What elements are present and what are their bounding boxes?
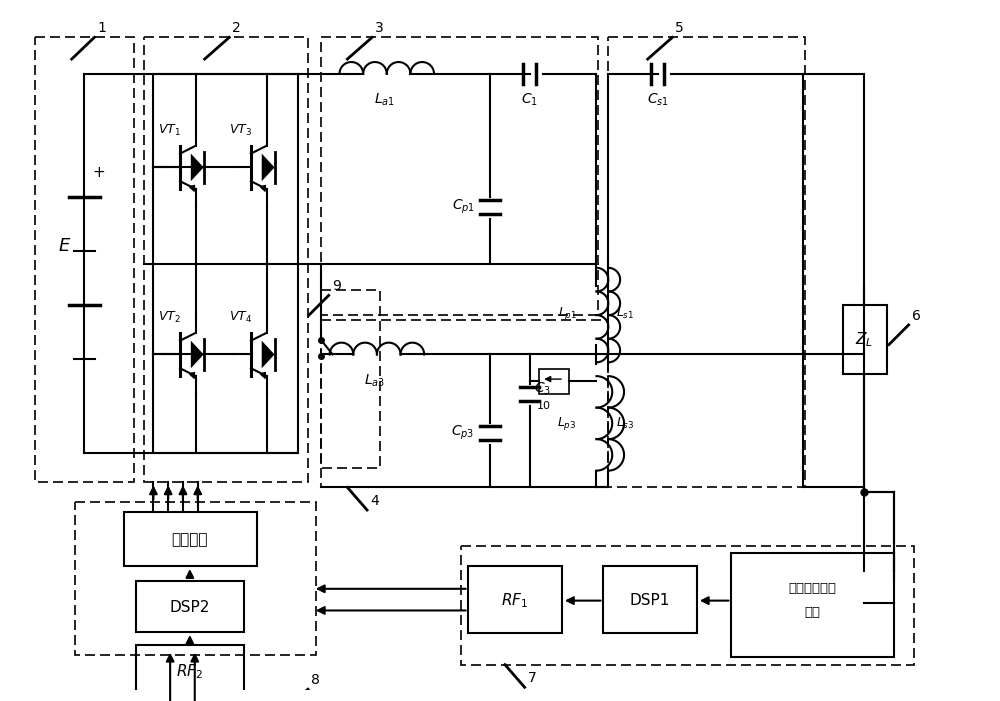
Polygon shape [191, 154, 204, 181]
Bar [321, 37, 598, 315]
Bar [539, 369, 569, 394]
Text: 1: 1 [97, 22, 106, 36]
Text: $RF_2$: $RF_2$ [176, 662, 203, 681]
Text: $C_{p1}$: $C_{p1}$ [452, 198, 475, 216]
Text: $VT_3$: $VT_3$ [229, 123, 252, 138]
Text: $C_1$: $C_1$ [521, 92, 538, 108]
Text: 9: 9 [332, 280, 341, 294]
Text: $L_{s1}$: $L_{s1}$ [616, 306, 634, 320]
Text: $L_{a1}$: $L_{a1}$ [374, 92, 395, 108]
Bar [35, 37, 134, 482]
Text: $VT_1$: $VT_1$ [158, 123, 181, 138]
Text: 电压电流检测: 电压电流检测 [788, 583, 836, 595]
Bar [124, 512, 257, 566]
Text: 4: 4 [370, 494, 379, 508]
Text: 5: 5 [675, 22, 684, 36]
Bar [468, 566, 562, 633]
Text: $L_{p3}$: $L_{p3}$ [557, 415, 577, 432]
Text: $L_{s3}$: $L_{s3}$ [616, 416, 635, 431]
Text: $Z_L$: $Z_L$ [855, 330, 873, 349]
Bar [144, 37, 308, 482]
Bar [321, 320, 608, 487]
Text: $VT_4$: $VT_4$ [229, 310, 252, 325]
Text: 7: 7 [528, 672, 536, 686]
Text: 电路: 电路 [804, 606, 820, 619]
Text: DSP2: DSP2 [170, 600, 210, 615]
Text: $C_{s1}$: $C_{s1}$ [647, 92, 669, 108]
Text: $L_{p1}$: $L_{p1}$ [558, 305, 577, 322]
Bar [843, 305, 887, 374]
Text: DSP1: DSP1 [629, 593, 670, 608]
Text: $VT_2$: $VT_2$ [158, 310, 181, 325]
Text: 8: 8 [311, 673, 320, 687]
Text: $C_{p3}$: $C_{p3}$ [451, 424, 474, 442]
Text: $RF_1$: $RF_1$ [501, 591, 528, 610]
Text: 3: 3 [375, 22, 384, 36]
Text: $L_{a3}$: $L_{a3}$ [364, 372, 385, 388]
Bar [136, 645, 244, 696]
Bar [321, 290, 380, 468]
Text: 驱动电路: 驱动电路 [172, 532, 208, 547]
Polygon shape [191, 341, 204, 368]
Text: $C_3$: $C_3$ [534, 381, 552, 397]
Bar [731, 553, 894, 657]
Bar [153, 74, 298, 453]
Text: +: + [92, 165, 105, 180]
Bar [136, 581, 244, 632]
Text: 2: 2 [232, 22, 241, 36]
Bar [75, 502, 316, 655]
Bar [461, 547, 914, 665]
Bar [608, 37, 805, 487]
Bar [603, 566, 697, 633]
Text: 6: 6 [912, 309, 920, 323]
Text: $E$: $E$ [58, 237, 71, 255]
Polygon shape [262, 154, 275, 181]
Text: 10: 10 [537, 401, 551, 411]
Polygon shape [262, 341, 275, 368]
